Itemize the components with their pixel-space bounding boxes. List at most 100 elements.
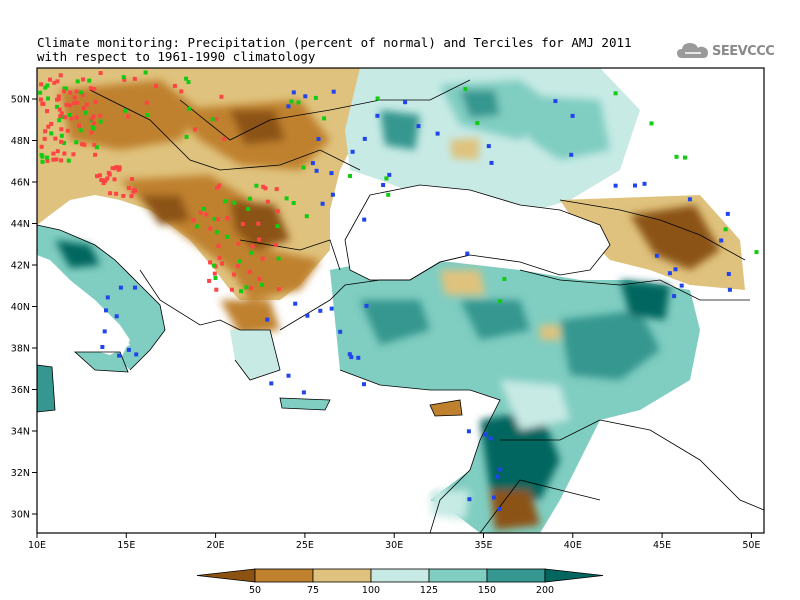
tercile-marker <box>39 82 44 87</box>
tercile-marker <box>126 114 130 119</box>
x-tick-label: 15E <box>117 540 135 551</box>
tercile-marker <box>486 144 491 149</box>
tercile-marker <box>53 136 58 141</box>
tercile-marker <box>212 217 217 221</box>
tercile-marker <box>475 121 480 125</box>
tercile-marker <box>89 130 94 135</box>
tercile-marker <box>260 282 265 287</box>
y-tick-label: 30N <box>11 510 30 521</box>
legend-tick-label: 75 <box>307 585 319 596</box>
tercile-marker <box>207 278 212 283</box>
tercile-marker <box>55 149 60 154</box>
tercile-marker <box>222 136 227 141</box>
tercile-marker <box>133 285 137 290</box>
tercile-marker <box>117 165 122 170</box>
x-tick-label: 45E <box>653 540 671 551</box>
tercile-marker <box>220 261 224 266</box>
tercile-marker <box>291 201 296 205</box>
tercile-marker <box>284 196 289 201</box>
tercile-marker <box>67 103 72 108</box>
tercile-marker <box>249 250 253 255</box>
tercile-marker <box>81 106 86 111</box>
tercile-marker <box>338 329 343 334</box>
tercile-marker <box>212 271 217 276</box>
crete <box>280 398 330 410</box>
tercile-markers <box>38 70 759 511</box>
tercile-marker <box>553 99 558 104</box>
tercile-marker <box>57 118 62 123</box>
tercile-marker <box>92 142 97 147</box>
tercile-marker <box>194 224 199 229</box>
logo-text: SEEVCCC <box>712 43 775 59</box>
tercile-marker <box>75 79 80 84</box>
tercile-marker <box>257 237 262 242</box>
tercile-marker <box>244 285 249 290</box>
tercile-marker <box>331 89 336 94</box>
legend-tick-label: 150 <box>478 585 496 596</box>
tercile-marker <box>52 80 57 85</box>
tercile-marker <box>45 158 50 163</box>
tercile-marker <box>375 113 380 118</box>
greece-south <box>230 330 280 380</box>
legend-tick-label: 50 <box>249 585 261 596</box>
tercile-marker <box>102 329 107 334</box>
tercile-marker <box>62 89 67 94</box>
tercile-marker <box>236 241 241 246</box>
tercile-marker <box>49 131 54 136</box>
legend-colorbar: 50 75 100 125 150 200 <box>196 568 604 596</box>
tercile-marker <box>112 177 117 182</box>
tercile-marker <box>122 77 127 82</box>
tercile-marker <box>92 87 97 91</box>
tercile-marker <box>375 96 380 101</box>
tercile-marker <box>275 224 280 229</box>
tercile-marker <box>103 178 108 183</box>
tercile-marker <box>107 172 112 177</box>
legend-tick-label: 100 <box>362 585 380 596</box>
legend-tick-label: 200 <box>536 585 554 596</box>
tercile-marker <box>364 303 369 308</box>
adriatic-sea <box>140 270 220 325</box>
tercile-marker <box>687 197 692 202</box>
tercile-marker <box>276 256 281 261</box>
tercile-marker <box>301 165 306 170</box>
tercile-marker <box>256 221 261 226</box>
cloud-icon <box>677 43 708 58</box>
legend-swatch <box>196 568 256 583</box>
tercile-marker <box>208 260 213 265</box>
tercile-marker <box>51 157 56 162</box>
tercile-marker <box>497 506 502 511</box>
tercile-marker <box>94 145 99 150</box>
tercile-marker <box>83 110 88 115</box>
coastlines-and-borders <box>36 79 765 534</box>
tercile-marker <box>42 136 47 141</box>
tercile-marker <box>58 73 63 78</box>
tercile-marker <box>215 185 219 190</box>
tercile-marker <box>198 210 203 215</box>
tercile-marker <box>387 172 392 177</box>
tercile-marker <box>213 276 218 280</box>
x-tick-label: 20E <box>207 540 225 551</box>
mediterranean-sea <box>37 380 470 533</box>
tercile-marker <box>134 352 139 357</box>
tercile-marker <box>386 192 391 197</box>
tercile-marker <box>144 100 149 105</box>
title-line-2: with respect to 1961-1990 climatology <box>37 49 316 64</box>
tercile-marker <box>101 181 106 186</box>
tercile-marker <box>212 263 217 268</box>
tercile-marker <box>63 115 68 120</box>
sardinia <box>37 365 55 412</box>
tercile-marker <box>43 129 48 134</box>
tercile-marker <box>642 181 647 186</box>
tercile-marker <box>48 77 52 82</box>
tercile-marker <box>304 214 309 219</box>
tercile-marker <box>498 467 503 472</box>
tercile-marker <box>246 207 251 211</box>
tercile-marker <box>68 90 73 95</box>
tercile-marker <box>78 90 83 95</box>
tercile-marker <box>75 100 80 105</box>
tercile-marker <box>265 317 270 322</box>
tercile-marker <box>217 183 222 188</box>
tercile-marker <box>286 373 291 378</box>
tercile-marker <box>673 267 678 272</box>
tercile-marker <box>225 216 230 221</box>
